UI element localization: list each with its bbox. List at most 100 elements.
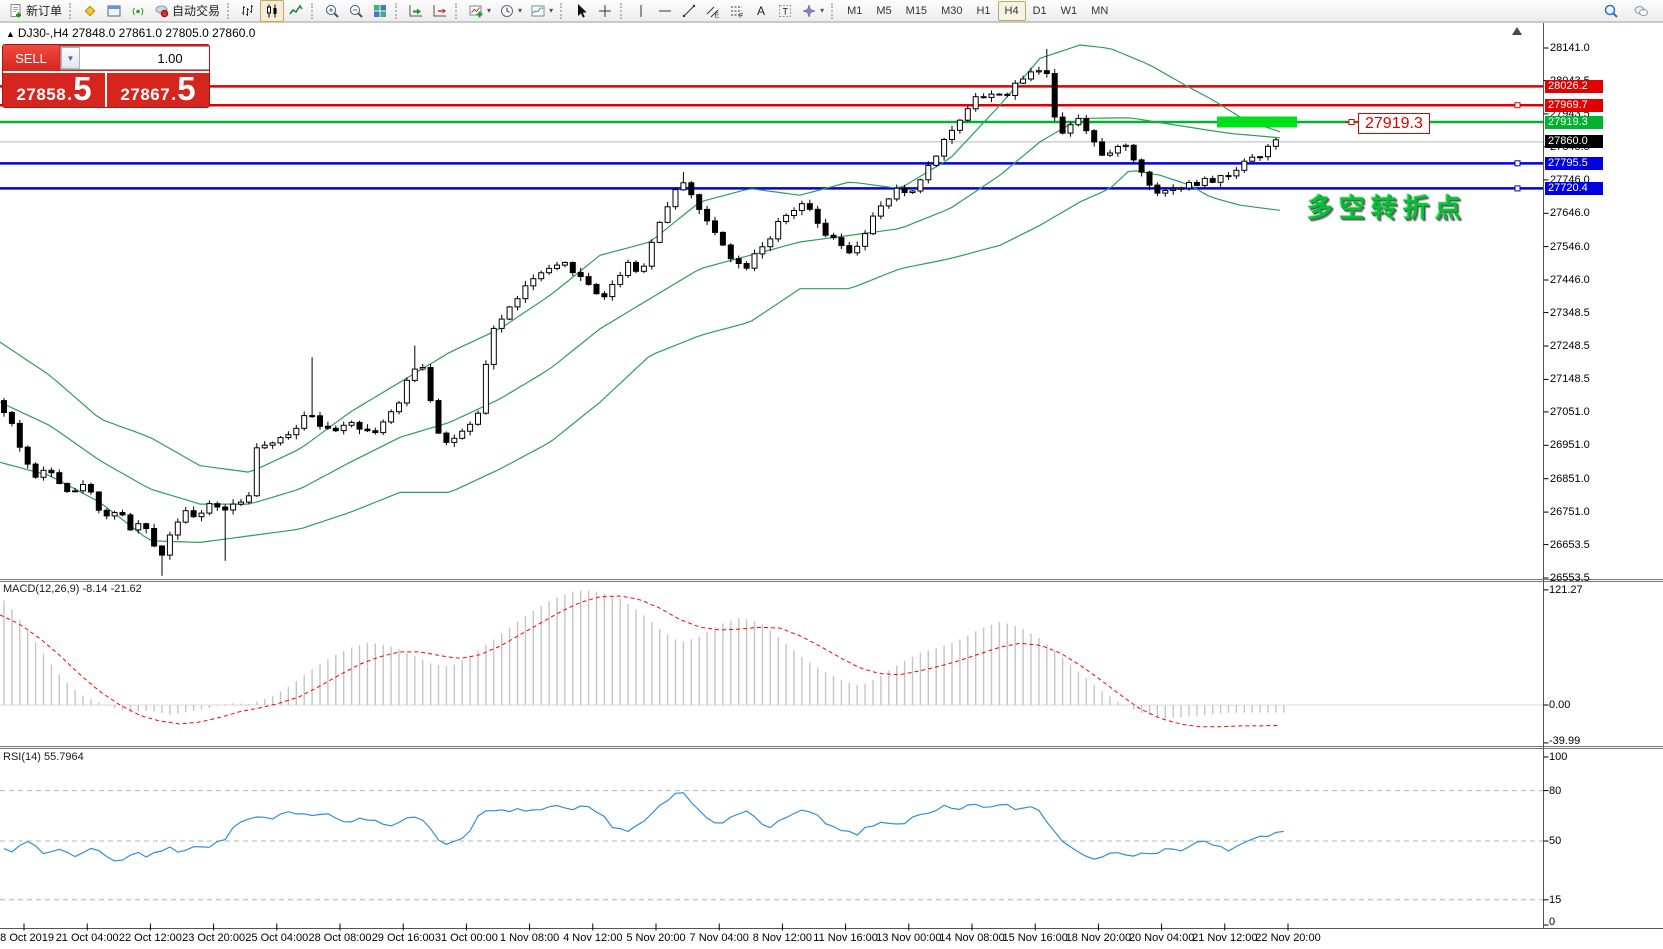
timeframe-h4-button[interactable]: H4 (997, 0, 1026, 21)
time-axis-label: 5 Nov 20:00 (626, 932, 686, 944)
chevron-down-icon[interactable]: ▾ (549, 6, 554, 15)
chat-icon (1634, 5, 1648, 16)
chart-shift-button[interactable] (428, 0, 452, 22)
price-axis-tick-label: 27051.0 (1550, 405, 1590, 418)
rsi-axis-label: 80 (1549, 784, 1562, 797)
zoom-in-icon (326, 4, 339, 18)
pane-separator[interactable] (0, 579, 1663, 582)
bar-chart-mode-button[interactable] (236, 0, 260, 22)
price-callout-label[interactable]: 27919.3 (1358, 113, 1430, 134)
auto-scroll-button[interactable] (404, 0, 428, 22)
chevron-down-icon[interactable]: ▾ (518, 6, 523, 15)
line-endpoint-marker[interactable] (1514, 185, 1521, 192)
chinese-annotation-text[interactable]: 多空转折点 (1307, 193, 1468, 223)
timeframe-mn-button[interactable]: MN (1091, 4, 1109, 17)
text-button[interactable]: A (749, 0, 773, 22)
trend-line-button[interactable] (677, 0, 701, 22)
horizontal-line-button[interactable] (653, 0, 677, 22)
main-toolbar: 新订单 自动交易 ▾ ▾ ▾ E F A T ▾ M1 M5 M15 M30 H1 H4 D1 W1 MN (0, 0, 1663, 22)
timeframe-m30-button[interactable]: M30 (941, 4, 963, 17)
toolbar-group-separator (69, 2, 75, 19)
clock-icon (501, 4, 514, 17)
sell-price[interactable]: 27858. 5 (3, 72, 107, 107)
scroll-position-marker (1512, 27, 1522, 35)
signals-button[interactable] (126, 0, 150, 22)
pivot-highlight-rect[interactable] (1217, 116, 1297, 128)
candle-chart-mode-button[interactable] (260, 0, 285, 22)
periods-button[interactable]: ▾ (495, 0, 526, 22)
buy-price[interactable]: 27867. 5 (120, 70, 196, 107)
indicators-icon (469, 5, 483, 17)
time-axis-label: 25 Oct 04:00 (245, 932, 309, 944)
channel-icon: E (706, 6, 720, 19)
hline-icon (659, 10, 672, 11)
volume-decrease-button[interactable]: ▼ (61, 47, 80, 69)
timeframe-m1-button[interactable]: M1 (847, 4, 863, 17)
time-axis-label: 31 Oct 00:00 (434, 932, 498, 944)
price-axis-tick-label: 27646.0 (1550, 207, 1590, 220)
line-endpoint-marker[interactable] (1514, 102, 1521, 109)
price-axis-tick-label: 26653.5 (1550, 538, 1590, 551)
time-axis-label: 29 Oct 16:00 (371, 932, 435, 944)
arrows-button[interactable]: ▾ (797, 0, 828, 22)
rsi-line (3, 792, 1284, 862)
line-endpoint-marker[interactable] (1514, 160, 1521, 167)
zoom-in-button[interactable] (320, 0, 344, 22)
cursor-button[interactable] (569, 0, 593, 22)
community-button[interactable] (1629, 0, 1653, 22)
bollinger-lower-band (0, 170, 1281, 544)
time-axis-label: 4 Nov 12:00 (563, 932, 623, 944)
symbol-ohlc: 27848.0 27861.0 27805.0 27860.0 (71, 26, 256, 40)
timeframe-d1-button[interactable]: D1 (1032, 4, 1047, 17)
fibonacci-button[interactable]: F (725, 0, 749, 22)
trend-up-icon: ▲ (6, 29, 15, 39)
one-click-trading-panel: SELL ▼ ▲ BUY 27858.5 27867.5 (2, 44, 210, 108)
time-axis-label: 18 Oct 2019 (0, 932, 54, 944)
symbol-info: ▲ DJ30-,H4 27848.0 27861.0 27805.0 27860.… (6, 26, 255, 40)
candles-icon (267, 4, 277, 17)
zoom-out-button[interactable] (344, 0, 368, 22)
time-axis-label: 21 Nov 12:00 (1192, 932, 1258, 944)
volume-spinner: ▼ ▲ (60, 46, 209, 70)
price-axis-tick-label: 26553.5 (1550, 572, 1590, 584)
text-label-button[interactable]: T (773, 0, 797, 22)
rsi-axis-label: 0 (1549, 916, 1556, 928)
market-watch-button[interactable] (78, 0, 102, 22)
price-axis-tick-label: 27446.0 (1550, 274, 1590, 286)
tile-icon (374, 4, 387, 17)
chevron-down-icon[interactable]: ▾ (487, 6, 492, 15)
search-button[interactable] (1599, 0, 1623, 22)
price-axis-tick-label: 26751.0 (1550, 506, 1590, 519)
volume-input[interactable] (80, 47, 209, 69)
new-order-button[interactable]: 新订单 (4, 0, 66, 22)
indicators-button[interactable]: ▾ (464, 0, 495, 22)
timeframe-m5-button[interactable]: M5 (876, 4, 892, 17)
toolbar-group-separator (311, 2, 317, 19)
crosshair-button[interactable] (593, 0, 617, 22)
chevron-down-icon[interactable]: ▾ (820, 6, 825, 15)
equidistant-channel-button[interactable]: E (701, 0, 725, 22)
callout-anchor (1348, 119, 1355, 125)
toolbar-group-separator (395, 2, 401, 19)
vertical-line-button[interactable] (629, 0, 653, 22)
sell-button[interactable]: SELL (3, 45, 59, 71)
timeframe-w1-button[interactable]: W1 (1060, 4, 1078, 17)
auto-trading-button[interactable]: 自动交易 (150, 0, 224, 22)
price-axis-tick-label: 27248.5 (1550, 340, 1590, 352)
time-axis-label: 18 Nov 20:00 (1065, 932, 1132, 944)
data-window-button[interactable] (102, 0, 126, 22)
textA-icon: A (757, 4, 765, 18)
rsi-axis-label: 15 (1549, 893, 1562, 906)
tile-windows-button[interactable] (368, 0, 392, 22)
pane-separator[interactable] (0, 746, 1663, 749)
templates-button[interactable]: ▾ (526, 0, 557, 22)
macd-axis-label: 121.27 (1549, 583, 1583, 596)
line-chart-mode-button[interactable] (284, 0, 308, 22)
new-order-label: 新订单 (26, 4, 63, 18)
autoscroll-icon (409, 4, 423, 16)
tline-icon (682, 4, 696, 17)
timeframe-m15-button[interactable]: M15 (905, 4, 928, 17)
time-axis-label: 14 Nov 08:00 (939, 932, 1005, 944)
timeframe-h1-button[interactable]: H1 (976, 4, 991, 17)
